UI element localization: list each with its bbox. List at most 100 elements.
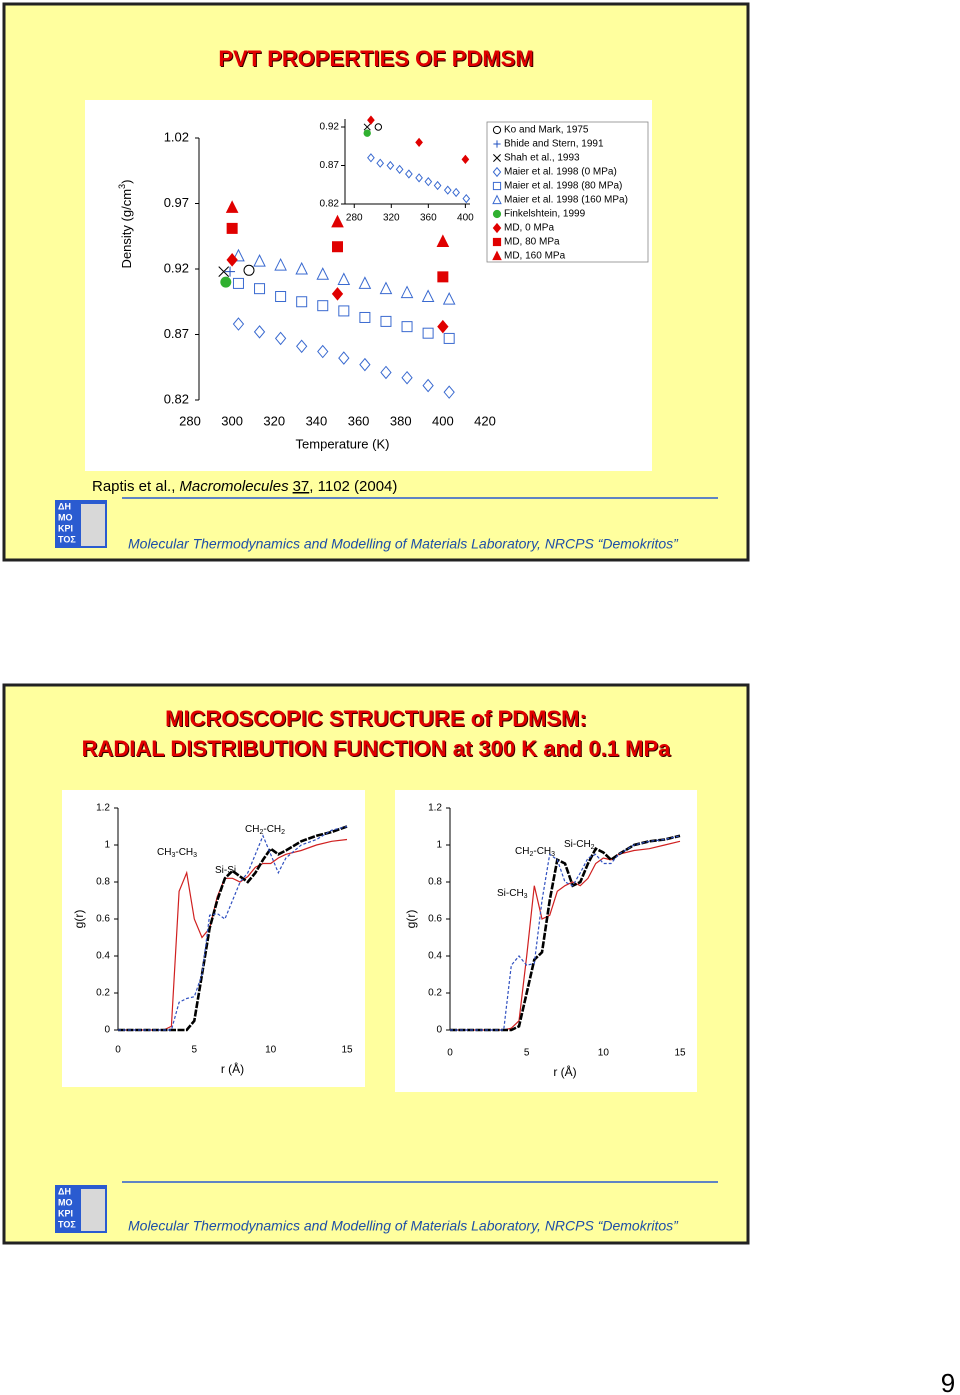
x-tick-label: 360: [420, 213, 437, 224]
logo-text: ΤΟΣ: [58, 1219, 76, 1229]
page-number: 9: [941, 1368, 955, 1395]
marker: [401, 370, 413, 385]
marker: [492, 209, 502, 219]
marker: [317, 344, 329, 359]
x-tick-label: 300: [221, 413, 243, 428]
rdf-line: [450, 835, 681, 1031]
logo-text: ΔΗ: [58, 501, 71, 511]
marker: [421, 289, 435, 303]
y-tick-label: 0.6: [96, 914, 110, 925]
marker: [359, 311, 371, 323]
logo-portrait: [81, 504, 105, 546]
marker: [400, 285, 414, 299]
x-tick-label: 5: [524, 1048, 530, 1059]
x-tick-label: 320: [383, 213, 400, 224]
text-part: CH: [515, 846, 529, 857]
marker: [332, 241, 343, 253]
text-part: Si-CH: [497, 888, 524, 899]
marker: [437, 319, 449, 334]
marker: [226, 222, 238, 234]
citation-volume: 37: [293, 478, 310, 495]
y-tick-label: 0.4: [96, 951, 110, 962]
marker: [243, 264, 255, 276]
citation: Raptis et al., Macromolecules 37, 1102 (20…: [92, 478, 397, 495]
marker: [433, 180, 442, 191]
script: 2: [591, 844, 595, 851]
y-tick-label: 1: [104, 840, 110, 851]
text-part: -CH: [263, 824, 281, 835]
x-tick-label: 10: [598, 1048, 610, 1059]
marker: [218, 266, 230, 277]
citation-authors: Raptis et al.,: [92, 478, 175, 495]
annotation: CH3-CH3: [157, 847, 197, 860]
legend-label: Maier et al. 1998 (160 MPa): [504, 195, 628, 206]
marker: [493, 140, 501, 148]
script: 2: [281, 829, 285, 836]
marker: [493, 154, 501, 162]
x-tick-label: 280: [179, 413, 201, 428]
marker: [379, 281, 393, 295]
script: 2: [259, 829, 263, 836]
x-tick-label: 0: [115, 1045, 121, 1056]
marker: [363, 123, 371, 131]
text-part: Si-CH: [564, 839, 591, 850]
y-axis-label: Density (g/cm3): [117, 180, 134, 269]
marker: [232, 248, 245, 262]
marker: [295, 261, 308, 275]
marker: [443, 332, 455, 344]
citation-journal: Macromolecules: [179, 478, 289, 495]
y-axis-label: g(r): [404, 910, 418, 929]
legend-label: Maier et al. 1998 (0 MPa): [504, 167, 617, 178]
marker: [380, 365, 392, 380]
marker: [415, 173, 423, 183]
marker: [337, 272, 351, 285]
x-axis-label: r (Å): [221, 1061, 244, 1076]
annotation: Si-Si: [215, 865, 236, 876]
marker: [296, 339, 308, 354]
text-part: CH: [245, 824, 259, 835]
marker: [452, 187, 460, 198]
marker: [274, 331, 287, 346]
y-tick-label: 0.82: [164, 391, 189, 406]
marker: [253, 325, 266, 339]
annotation: CH2-CH2: [245, 824, 285, 837]
marker: [462, 193, 471, 204]
marker: [358, 276, 372, 289]
y-tick-label: 0.4: [428, 951, 442, 962]
marker: [331, 287, 344, 301]
script: 3: [171, 852, 175, 859]
script: 3: [551, 851, 555, 858]
legend-label: MD, 160 MPa: [504, 251, 566, 262]
x-tick-label: 10: [265, 1045, 277, 1056]
y-tick-label: 1.2: [428, 803, 442, 814]
marker: [443, 385, 455, 399]
legend-label: MD, 80 MPa: [504, 237, 560, 248]
marker: [443, 185, 452, 195]
legend-label: Ko and Mark, 1975: [504, 125, 589, 136]
x-tick-label: 380: [390, 413, 412, 428]
marker: [274, 257, 287, 271]
script: 2: [529, 851, 533, 858]
y-tick-label: 0.97: [164, 195, 189, 210]
y-tick-label: 0.8: [428, 877, 442, 888]
x-tick-label: 420: [474, 413, 496, 428]
legend-label: Maier et al. 1998 (80 MPa): [504, 181, 622, 192]
x-tick-label: 400: [457, 213, 474, 224]
legend-label: MD, 0 MPa: [504, 223, 554, 234]
marker: [492, 250, 502, 261]
marker: [424, 177, 433, 187]
script: 3: [117, 184, 127, 189]
legend-label: Finkelshtein, 1999: [504, 209, 586, 220]
legend-label: Shah et al., 1993: [504, 153, 580, 164]
text-part: Si-Si: [215, 865, 236, 876]
y-tick-label: 0: [104, 1025, 110, 1036]
slide-title: RADIAL DISTRIBUTION FUNCTION at 300 K an…: [82, 736, 672, 761]
logo-text: ΚΡΙ: [58, 1208, 73, 1218]
y-tick-label: 0.2: [96, 988, 110, 999]
script: 3: [193, 852, 197, 859]
footer: Molecular Thermodynamics and Modelling o…: [128, 536, 679, 552]
text-part: CH: [157, 847, 171, 858]
marker: [442, 292, 456, 305]
marker: [232, 277, 244, 289]
